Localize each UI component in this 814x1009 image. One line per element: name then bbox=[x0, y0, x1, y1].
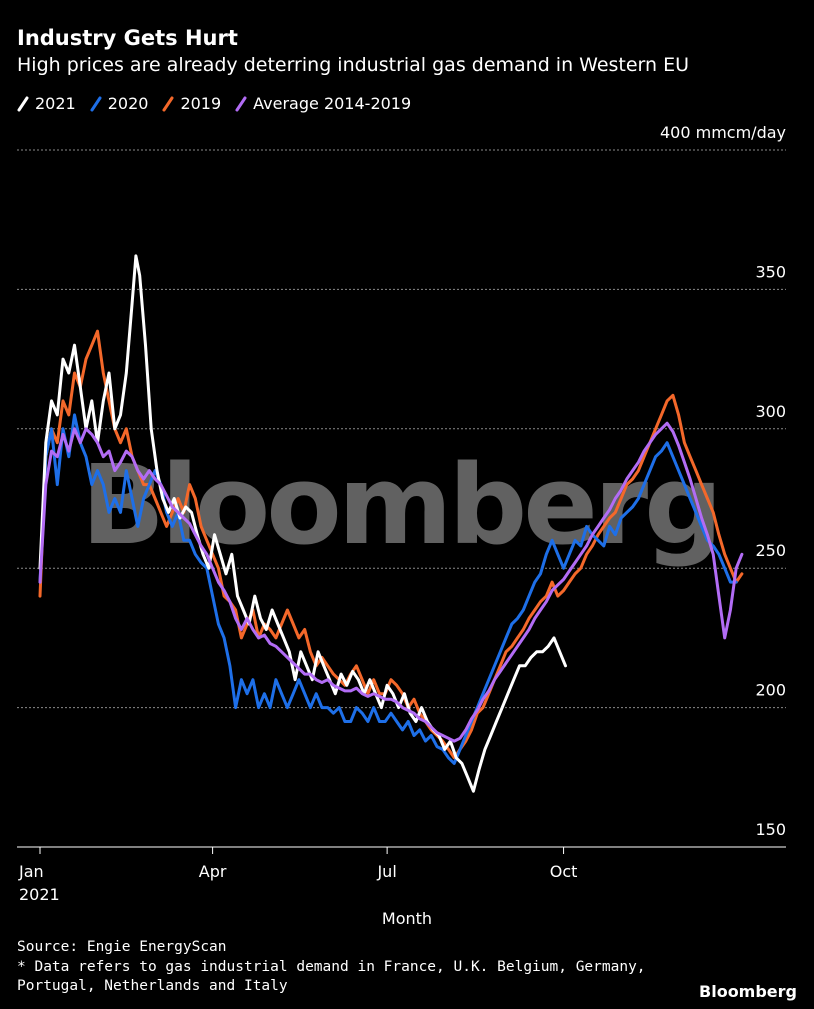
legend-label-average: Average 2014-2019 bbox=[253, 94, 412, 113]
legend-item-2020: 2020 bbox=[90, 94, 149, 113]
x-tick-label: Oct bbox=[550, 862, 578, 881]
legend-label-2020: 2020 bbox=[107, 94, 149, 113]
y-tick-label: 200 bbox=[755, 681, 786, 700]
bloomberg-logo: Bloomberg bbox=[699, 982, 797, 1001]
bloomberg-watermark: Bloomberg bbox=[81, 441, 719, 569]
legend-swatch-2019 bbox=[162, 96, 174, 112]
y-tick-label: 400 mmcm/day bbox=[660, 123, 786, 142]
series-lines bbox=[38, 254, 744, 793]
data-note: * Data refers to gas industrial demand i… bbox=[17, 958, 646, 995]
legend-swatch-average bbox=[235, 96, 247, 112]
x-tick-label: Jul bbox=[376, 862, 396, 881]
x-tick-label: Jan bbox=[18, 862, 44, 881]
legend: 2021 2020 2019 Average 2014-2019 bbox=[17, 94, 411, 113]
y-tick-label: 300 bbox=[755, 402, 786, 421]
gridlines bbox=[17, 149, 786, 709]
series-line-2019 bbox=[38, 329, 744, 760]
series-line-2021 bbox=[38, 254, 567, 793]
legend-label-2021: 2021 bbox=[35, 94, 76, 113]
x-axis-label: Month bbox=[382, 909, 432, 928]
line-chart: 400 mmcm/day 350 300 250 200 150 Bloomberg Ja… bbox=[17, 123, 786, 928]
footer-notes: Source: Engie EnergyScan * Data refers t… bbox=[17, 938, 657, 997]
x-tick-label: Apr bbox=[199, 862, 227, 881]
legend-swatch-2020 bbox=[90, 96, 102, 112]
chart-title: Industry Gets Hurt bbox=[17, 26, 238, 50]
source-note: Source: Engie EnergyScan bbox=[17, 939, 227, 955]
x-tick-sublabel: 2021 bbox=[19, 885, 60, 904]
legend-item-average: Average 2014-2019 bbox=[235, 94, 411, 113]
y-tick-label: 150 bbox=[755, 820, 786, 839]
chart-subtitle: High prices are already deterring indust… bbox=[17, 54, 690, 76]
x-axis-ticks: Jan 2021 Apr Jul Oct bbox=[18, 847, 577, 904]
legend-item-2019: 2019 bbox=[162, 94, 221, 113]
series-line-average-2014-2019 bbox=[38, 421, 744, 743]
legend-label-2019: 2019 bbox=[180, 94, 222, 113]
y-axis-ticks: 400 mmcm/day 350 300 250 200 150 bbox=[660, 123, 786, 839]
y-tick-label: 250 bbox=[755, 541, 786, 560]
legend-item-2021: 2021 bbox=[17, 94, 76, 113]
y-tick-label: 350 bbox=[755, 262, 786, 281]
legend-swatch-2021 bbox=[17, 96, 29, 112]
